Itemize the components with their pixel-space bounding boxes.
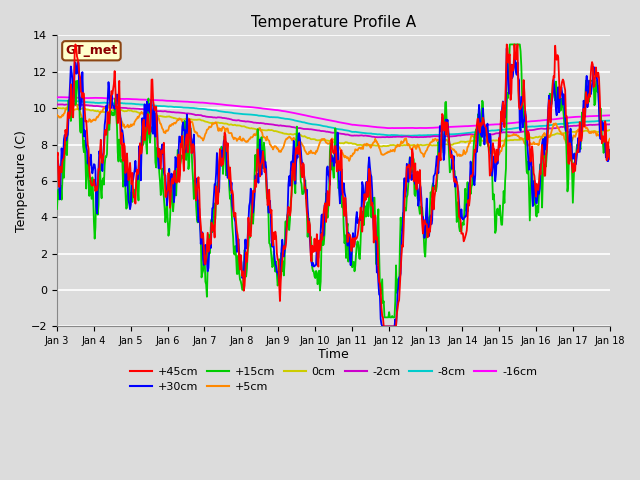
+45cm <box>380 324 388 329</box>
Line: -16cm: -16cm <box>57 97 610 128</box>
+5cm <box>206 124 214 130</box>
0cm <box>177 117 184 122</box>
0cm <box>121 108 129 114</box>
0cm <box>606 127 614 133</box>
+5cm <box>419 150 426 156</box>
Y-axis label: Temperature (C): Temperature (C) <box>15 130 28 232</box>
-16cm <box>402 125 410 131</box>
-8cm <box>401 133 408 139</box>
+15cm <box>401 205 409 211</box>
-16cm <box>385 125 393 131</box>
+30cm <box>176 134 184 140</box>
Legend: +45cm, +30cm, +15cm, +5cm, 0cm, -2cm, -8cm, -16cm: +45cm, +30cm, +15cm, +5cm, 0cm, -2cm, -8… <box>125 362 541 396</box>
+30cm <box>205 247 213 252</box>
-2cm <box>419 134 426 140</box>
+5cm <box>68 98 76 104</box>
Line: 0cm: 0cm <box>57 108 610 146</box>
-2cm <box>206 114 214 120</box>
-16cm <box>121 96 129 102</box>
Title: Temperature Profile A: Temperature Profile A <box>251 15 416 30</box>
-2cm <box>177 110 184 116</box>
+5cm <box>177 116 184 122</box>
+15cm <box>120 174 128 180</box>
-16cm <box>606 112 614 118</box>
-2cm <box>53 102 61 108</box>
-2cm <box>121 105 129 111</box>
-16cm <box>53 95 61 100</box>
-16cm <box>177 98 184 104</box>
-2cm <box>64 102 72 108</box>
0cm <box>377 144 385 149</box>
+30cm <box>53 158 61 164</box>
+30cm <box>379 324 387 329</box>
+30cm <box>63 134 71 140</box>
Text: GT_met: GT_met <box>65 44 118 57</box>
+45cm <box>72 42 79 48</box>
+15cm <box>63 152 71 158</box>
+30cm <box>120 141 128 147</box>
Line: +45cm: +45cm <box>57 45 610 326</box>
-8cm <box>606 118 614 123</box>
+30cm <box>503 46 511 51</box>
Line: +30cm: +30cm <box>57 48 610 326</box>
+45cm <box>121 144 129 149</box>
-16cm <box>206 100 214 106</box>
+15cm <box>381 314 388 320</box>
-2cm <box>402 133 410 139</box>
+5cm <box>402 135 410 141</box>
+15cm <box>417 205 425 211</box>
0cm <box>64 106 72 111</box>
-16cm <box>58 94 66 100</box>
+30cm <box>606 147 614 153</box>
-8cm <box>120 100 128 106</box>
-2cm <box>374 134 381 140</box>
+15cm <box>506 42 514 48</box>
+5cm <box>121 125 129 131</box>
-8cm <box>176 104 184 110</box>
-8cm <box>53 97 61 103</box>
+15cm <box>176 162 184 168</box>
+5cm <box>63 105 71 111</box>
Line: -8cm: -8cm <box>57 100 610 136</box>
-16cm <box>64 95 72 100</box>
+45cm <box>53 154 61 160</box>
+45cm <box>402 180 410 185</box>
-8cm <box>205 107 213 113</box>
Line: +15cm: +15cm <box>57 45 610 317</box>
+45cm <box>606 156 614 162</box>
0cm <box>419 143 426 148</box>
Line: -2cm: -2cm <box>57 104 610 137</box>
-8cm <box>63 98 71 104</box>
+5cm <box>53 112 61 118</box>
-8cm <box>406 133 413 139</box>
0cm <box>53 105 61 111</box>
+45cm <box>63 129 71 134</box>
X-axis label: Time: Time <box>318 348 349 360</box>
-8cm <box>417 132 425 138</box>
+15cm <box>205 251 213 257</box>
0cm <box>54 105 61 111</box>
0cm <box>206 120 214 126</box>
+5cm <box>346 158 353 164</box>
Line: +5cm: +5cm <box>57 101 610 161</box>
-16cm <box>419 125 426 131</box>
0cm <box>402 142 410 148</box>
-2cm <box>57 101 65 107</box>
+5cm <box>606 136 614 142</box>
+45cm <box>177 141 184 147</box>
+15cm <box>53 206 61 212</box>
+30cm <box>417 195 425 201</box>
-2cm <box>606 121 614 127</box>
+45cm <box>419 220 426 226</box>
+45cm <box>206 236 214 242</box>
+15cm <box>606 154 614 159</box>
+30cm <box>401 194 409 200</box>
